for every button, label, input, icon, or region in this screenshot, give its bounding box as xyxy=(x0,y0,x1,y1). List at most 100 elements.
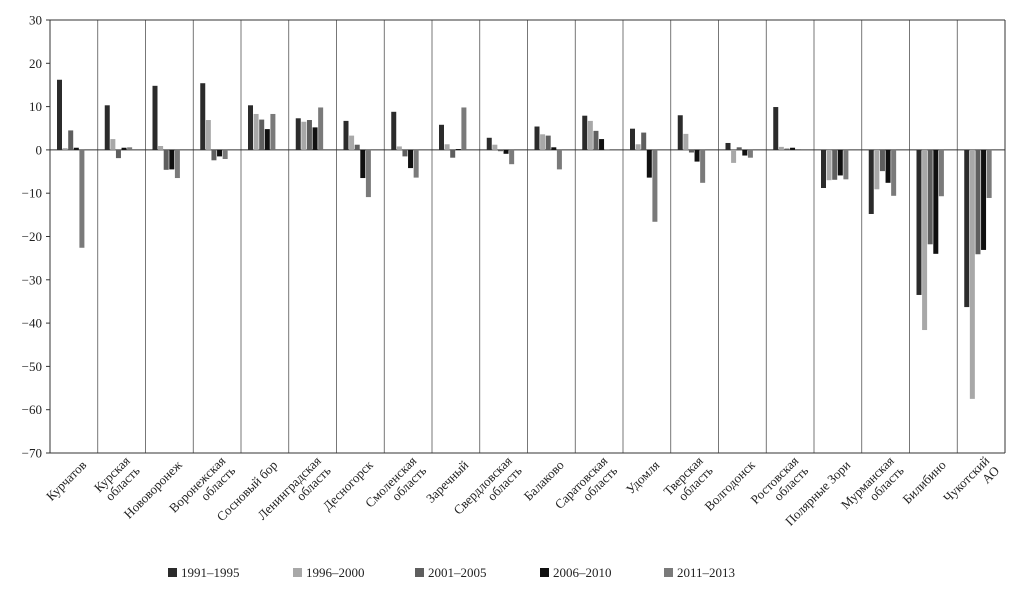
bar xyxy=(318,107,324,150)
bar xyxy=(742,149,748,156)
legend-label: 1991–1995 xyxy=(181,565,240,580)
bar xyxy=(843,149,849,180)
bar xyxy=(360,149,366,179)
bar xyxy=(492,144,498,150)
bar xyxy=(587,120,593,150)
bar xyxy=(694,149,700,162)
bar xyxy=(922,149,928,331)
bar xyxy=(885,149,891,183)
x-tick-label: Волгодонск xyxy=(701,457,758,514)
legend-swatch xyxy=(168,568,177,577)
bar xyxy=(121,147,127,150)
bar xyxy=(349,135,355,150)
bar xyxy=(217,149,223,157)
bar xyxy=(795,149,801,150)
bar xyxy=(509,149,515,165)
bar xyxy=(534,126,540,150)
bar xyxy=(773,107,779,150)
bar xyxy=(975,149,981,255)
bar xyxy=(205,120,211,150)
bar xyxy=(556,149,562,170)
bar xyxy=(874,149,880,190)
bar xyxy=(259,119,265,150)
x-tick-label: Смоленскаяобласть xyxy=(362,453,429,520)
bar xyxy=(211,149,217,161)
bar xyxy=(683,133,689,150)
bar xyxy=(981,149,987,250)
x-tick-label-line: Удомля xyxy=(623,457,663,497)
bar xyxy=(927,149,933,245)
bar xyxy=(540,134,546,150)
bar xyxy=(248,105,253,150)
bar xyxy=(646,149,652,178)
bar xyxy=(73,147,79,150)
bar xyxy=(700,149,706,183)
bar xyxy=(163,149,169,170)
bar xyxy=(301,121,307,150)
bar xyxy=(604,149,610,151)
bar xyxy=(821,149,826,189)
bar xyxy=(444,144,450,150)
bar xyxy=(969,149,975,399)
bar xyxy=(747,149,753,158)
bar xyxy=(832,149,838,180)
bar xyxy=(127,147,133,150)
bar xyxy=(174,149,180,179)
bar xyxy=(408,149,414,169)
bar xyxy=(295,118,301,150)
legend-swatch xyxy=(664,568,673,577)
y-tick-label: −50 xyxy=(22,359,42,374)
legend: 1991–1995 1996–2000 2001–2005 2006–2010 2011… xyxy=(168,565,735,580)
bar xyxy=(439,124,444,150)
legend-label: 2006–2010 xyxy=(553,565,612,580)
bar xyxy=(110,139,116,150)
x-tick-label: ЧукотскийАО xyxy=(940,453,1002,515)
x-tick-label-line: Билибино xyxy=(899,457,948,506)
y-tick-label: −70 xyxy=(22,446,42,461)
bar xyxy=(461,107,467,150)
bar xyxy=(158,146,164,150)
bar xyxy=(868,149,874,214)
bar xyxy=(891,149,897,196)
y-tick-label: −20 xyxy=(22,229,42,244)
x-tick-label-line: Курчатов xyxy=(43,457,89,503)
bar xyxy=(736,147,742,150)
bar xyxy=(402,149,408,157)
bar xyxy=(396,146,402,150)
x-tick-label-line: Волгодонск xyxy=(701,457,758,514)
bars xyxy=(57,79,992,399)
bar xyxy=(635,144,641,150)
bar xyxy=(599,139,605,150)
bar xyxy=(222,149,228,159)
bar xyxy=(486,137,492,150)
bar xyxy=(343,120,349,150)
y-tick-label: 0 xyxy=(36,142,43,157)
bar xyxy=(365,149,371,198)
bar xyxy=(200,83,206,150)
legend-swatch xyxy=(540,568,549,577)
y-tick-label: −40 xyxy=(22,316,42,331)
bar xyxy=(725,142,731,150)
bar xyxy=(306,120,312,150)
bar xyxy=(455,149,461,150)
bar xyxy=(641,132,647,150)
legend-label: 1996–2000 xyxy=(306,565,365,580)
legend-label: 2001–2005 xyxy=(428,565,487,580)
bar xyxy=(354,144,360,150)
legend-swatch xyxy=(293,568,302,577)
bar xyxy=(916,149,922,295)
bar xyxy=(652,149,658,222)
bar xyxy=(79,149,85,248)
x-tick-label: Билибино xyxy=(899,457,948,506)
bar xyxy=(933,149,939,254)
x-axis-labels: Курчатов КурскаяобластьНововоронежВоронеж… xyxy=(43,453,1002,529)
bar xyxy=(677,115,683,150)
bar xyxy=(270,113,276,150)
y-tick-label: −60 xyxy=(22,402,42,417)
bar xyxy=(790,147,796,150)
x-tick-label: Курчатов xyxy=(43,457,89,503)
bar xyxy=(826,149,832,181)
y-tick-label: 10 xyxy=(29,99,42,114)
